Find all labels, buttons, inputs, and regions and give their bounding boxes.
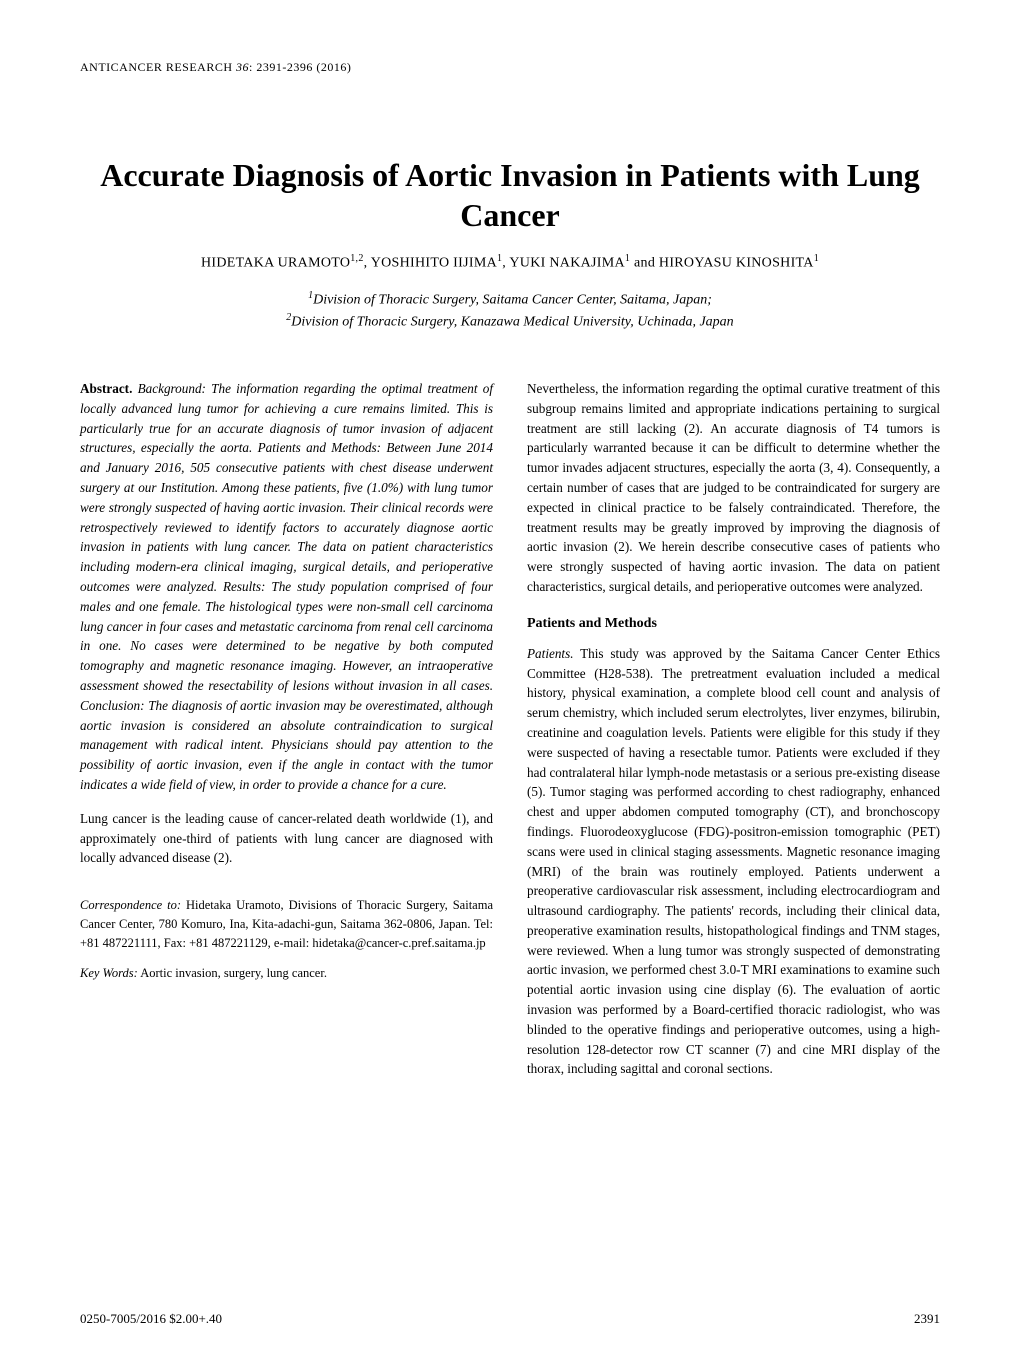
correspondence-label: Correspondence to:	[80, 898, 181, 912]
methods-patients-paragraph: Patients. This study was approved by the…	[527, 644, 940, 1080]
section-heading-patients-methods: Patients and Methods	[527, 613, 940, 634]
article-title: Accurate Diagnosis of Aortic Invasion in…	[80, 155, 940, 235]
methods-patients-subhead: Patients.	[527, 646, 574, 661]
intro-paragraph: Lung cancer is the leading cause of canc…	[80, 809, 493, 868]
column-left: Abstract. Background: The information re…	[80, 379, 493, 1087]
keywords-label: Key Words:	[80, 966, 138, 980]
journal-name: ANTICANCER RESEARCH	[80, 60, 233, 74]
footer-page-number: 2391	[914, 1311, 940, 1327]
abstract: Abstract. Background: The information re…	[80, 379, 493, 795]
keywords-body: Aortic invasion, surgery, lung cancer.	[138, 966, 327, 980]
column-right: Nevertheless, the information regarding …	[527, 379, 940, 1087]
methods-patients-body: This study was approved by the Saitama C…	[527, 646, 940, 1077]
keywords-block: Key Words: Aortic invasion, surgery, lun…	[80, 964, 493, 983]
intro-continued: Nevertheless, the information regarding …	[527, 379, 940, 597]
volume-number: 36	[236, 60, 249, 74]
correspondence-block: Correspondence to: Hidetaka Uramoto, Div…	[80, 896, 493, 952]
two-column-body: Abstract. Background: The information re…	[80, 379, 940, 1087]
abstract-label: Abstract.	[80, 381, 132, 396]
page-footer: 0250-7005/2016 $2.00+.40 2391	[80, 1311, 940, 1327]
authors-line: HIDETAKA URAMOTO1,2, YOSHIHITO IIJIMA1, …	[80, 253, 940, 272]
abstract-body: Background: The information regarding th…	[80, 381, 493, 792]
footer-left: 0250-7005/2016 $2.00+.40	[80, 1311, 222, 1327]
title-block: Accurate Diagnosis of Aortic Invasion in…	[80, 155, 940, 333]
running-head: ANTICANCER RESEARCH 36: 2391-2396 (2016)	[80, 60, 940, 75]
page-range: : 2391-2396 (2016)	[249, 60, 351, 74]
affiliations: 1Division of Thoracic Surgery, Saitama C…	[80, 288, 940, 333]
